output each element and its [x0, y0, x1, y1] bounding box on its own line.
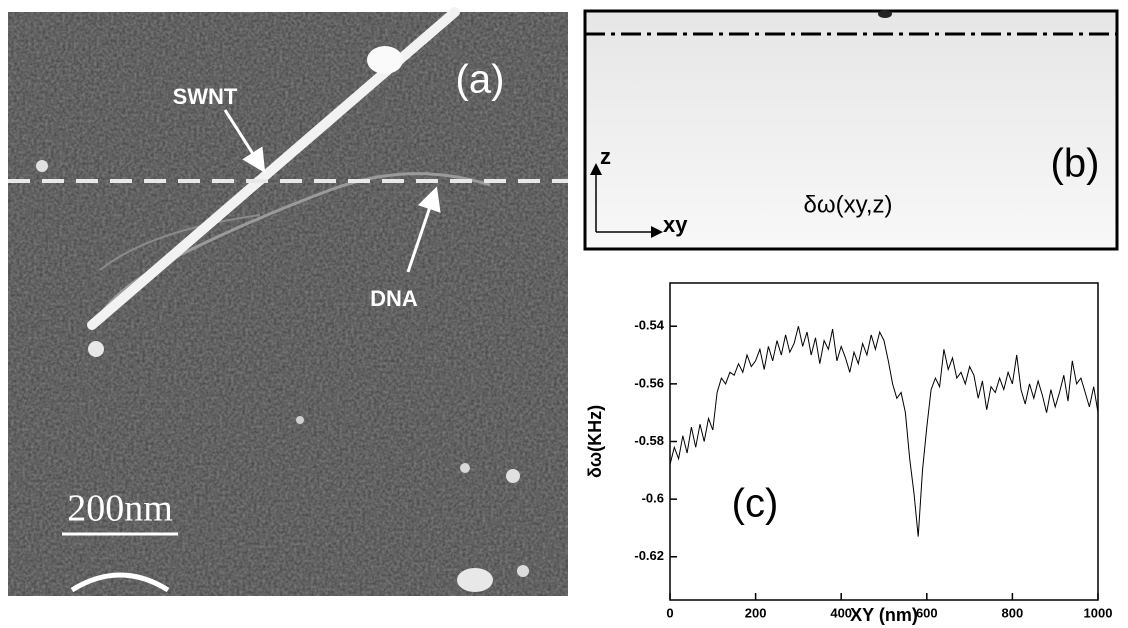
map-panel [583, 9, 1119, 251]
swnt-label: SWNT [173, 84, 238, 109]
x-tick-label: 200 [745, 605, 767, 620]
x-tick-label: 400 [830, 605, 852, 620]
afm-image [8, 7, 568, 596]
y-tick-label: -0.62 [634, 548, 664, 563]
xy-label: xy [663, 212, 688, 237]
y-axis-label: δω(KHz) [585, 405, 605, 478]
x-tick-label: 0 [666, 605, 673, 620]
panel-label: (b) [1051, 142, 1100, 186]
y-tick-label: -0.58 [634, 433, 664, 448]
panel-label: (a) [456, 58, 505, 102]
x-axis-label: XY (nm) [850, 605, 918, 625]
dna-label: DNA [370, 286, 418, 311]
data-line [669, 326, 1099, 537]
quantity-label: δω(xy,z) [804, 191, 893, 218]
x-tick-label: 600 [916, 605, 938, 620]
z-label: z [600, 144, 611, 169]
plot-frame [669, 282, 1099, 601]
y-tick-label: -0.56 [634, 375, 664, 390]
line-chart: 0 200 400 600 800 1000 -0.62 -0.6 -0.58 -0.56 -0.5… [585, 282, 1113, 625]
x-tick-label: 800 [1002, 605, 1024, 620]
panel-label: (c) [732, 482, 779, 526]
y-tick-label: -0.6 [642, 491, 664, 506]
x-tick-label: 1000 [1084, 605, 1113, 620]
y-tick-label: -0.54 [634, 318, 664, 333]
scale-label: 200nm [67, 488, 173, 530]
